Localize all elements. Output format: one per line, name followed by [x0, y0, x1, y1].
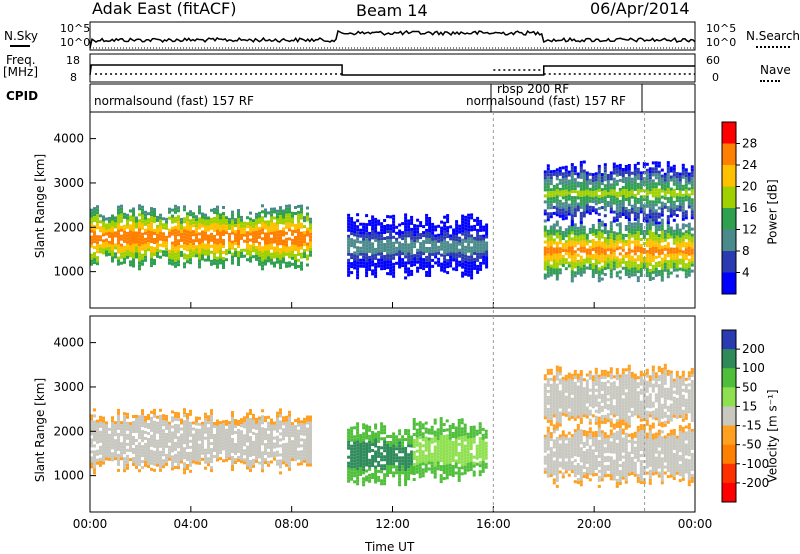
colorbar-tick-label: 16: [742, 201, 757, 215]
x-tick-label: 00:00: [678, 517, 713, 531]
nsearch-tick-bottom: 10^0: [706, 36, 737, 49]
colorbar-swatch: [722, 463, 736, 484]
colorbar-tick-label: -200: [742, 476, 769, 490]
x-tick-label: 12:00: [375, 517, 410, 531]
colorbar-tick-label: 8: [742, 244, 750, 258]
colorbar-tick-label: 28: [742, 137, 757, 151]
cpid-segment-label-2: rbsp 200 RF: [497, 82, 570, 96]
freq-tick-top: 18: [66, 54, 80, 67]
nsky-tick-bottom: 10^0: [60, 36, 91, 49]
colorbar-swatch: [722, 387, 736, 407]
freq-tick-bottom: 8: [70, 71, 77, 84]
y-tick-label: 3000: [53, 176, 84, 190]
colorbar-tick-label: 50: [742, 380, 757, 394]
colorbar-swatch: [722, 406, 736, 427]
colorbar-swatch: [722, 349, 736, 369]
colorbar-swatch: [722, 165, 736, 187]
date-label: 06/Apr/2014: [590, 0, 690, 18]
nave-tick-top: 60: [706, 54, 720, 67]
colorbar-tick-label: 20: [742, 180, 757, 194]
colorbar-swatch: [722, 272, 736, 295]
y-tick-label: 2000: [53, 220, 84, 234]
colorbar-tick-label: 24: [742, 158, 757, 172]
x-tick-label: 16:00: [476, 517, 511, 531]
power-colorbar: 28 24 20 16 12 8 4: [721, 121, 757, 295]
nsky-legend-line: [10, 45, 30, 47]
cpid-segment-label-1: normalsound (fast) 157 RF: [94, 94, 254, 108]
power-panel: 1000 2000 3000 4000: [53, 111, 696, 309]
colorbar-swatch: [722, 208, 736, 230]
station-title: Adak East (fitACF): [92, 0, 237, 18]
colorbar-tick-label: -50: [742, 438, 762, 452]
colorbar-swatch: [722, 229, 736, 252]
nave-label: Nave: [760, 63, 791, 77]
y-tick-label: 1000: [53, 265, 84, 279]
colorbar-tick-label: 200: [742, 342, 765, 356]
colorbar-tick-label: -15: [742, 419, 762, 433]
nave-tick-bottom: 0: [712, 71, 719, 84]
x-axis-title: Time UT: [365, 540, 415, 554]
colorbar-tick-label: -100: [742, 457, 769, 471]
nsearch-legend-line: [756, 46, 790, 48]
colorbar-swatch: [722, 186, 736, 209]
cpid-segment-label-3: normalsound (fast) 157 RF: [466, 94, 626, 108]
nave-legend-line: [760, 80, 780, 82]
colorbar-swatch: [722, 251, 736, 273]
velocity-colorbar: 200 100 50 15 -15 -50 -100 -200: [721, 329, 769, 503]
beam-label: Beam 14: [356, 1, 428, 20]
colorbar-swatch: [722, 444, 736, 465]
colorbar-swatch: [722, 482, 736, 503]
freq-label: Freq.: [6, 53, 36, 67]
freq-unit-label: [MHz]: [3, 65, 39, 79]
x-tick-label: 00:00: [73, 517, 108, 531]
x-tick-label: 20:00: [577, 517, 612, 531]
colorbar-swatch: [722, 425, 736, 446]
colorbar-swatch: [722, 143, 736, 166]
nsky-label: N.Sky: [4, 29, 39, 43]
nsearch-tick-top: 10^5: [706, 22, 737, 35]
colorbar-swatch: [722, 330, 736, 350]
colorbar-tick-label: 4: [742, 266, 750, 280]
colorbar-tick-label: 15: [742, 399, 757, 413]
y-tick-label: 2000: [53, 424, 84, 438]
nsky-strip: [89, 21, 696, 51]
colorbar-tick-label: 100: [742, 361, 765, 375]
x-tick-label: 08:00: [274, 517, 309, 531]
colorbar-swatch: [722, 122, 736, 144]
y-tick-label: 4000: [53, 336, 84, 350]
y-tick-label: 3000: [53, 380, 84, 394]
y-tick-label: 1000: [53, 469, 84, 483]
freq-strip: [89, 53, 696, 83]
colorbar-tick-label: 12: [742, 223, 757, 237]
y-tick-label: 4000: [53, 132, 84, 146]
x-tick-label: 04:00: [174, 517, 209, 531]
cpid-label: CPID: [6, 89, 39, 103]
velocity-panel: 1000 2000 3000 4000: [53, 315, 696, 513]
colorbar-swatch: [722, 368, 736, 388]
nsky-tick-top: 10^5: [60, 22, 91, 35]
cpid-strip: [89, 83, 696, 112]
nsearch-label: N.Search: [746, 29, 800, 43]
